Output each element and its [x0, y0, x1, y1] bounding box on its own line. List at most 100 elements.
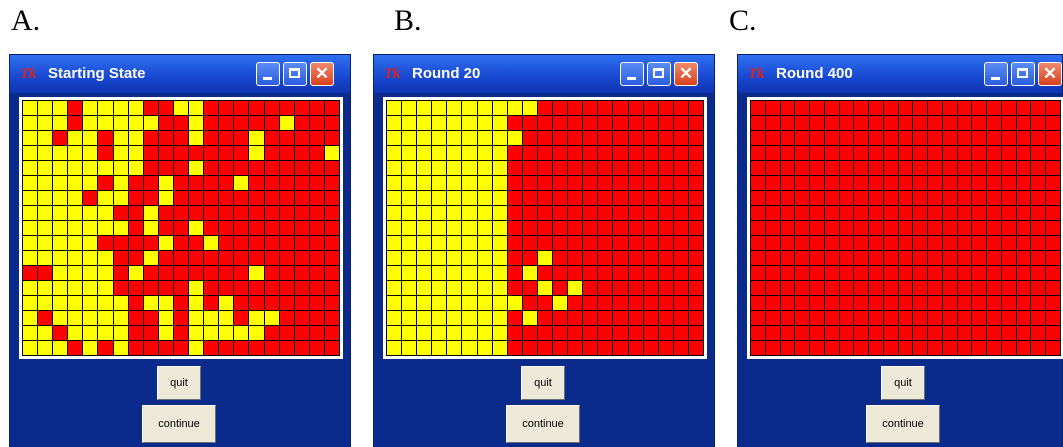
cell-red — [128, 326, 143, 340]
cell-yellow — [477, 131, 492, 145]
cell-yellow — [447, 176, 462, 190]
cell-red — [128, 191, 143, 205]
cell-red — [957, 161, 972, 175]
cell-red — [795, 221, 810, 235]
cell-red — [780, 341, 795, 355]
cell-red — [883, 296, 898, 310]
cell-red — [173, 191, 189, 205]
cell-red — [522, 206, 537, 220]
cell-red — [987, 161, 1001, 175]
cell-yellow — [387, 341, 402, 355]
cell-red — [942, 161, 957, 175]
cell-yellow — [477, 311, 492, 325]
cell-red — [780, 176, 795, 190]
cell-red — [553, 131, 568, 145]
cell-red — [537, 326, 553, 340]
cell-red — [1001, 191, 1016, 205]
cell-red — [507, 191, 522, 205]
cell-yellow — [462, 101, 477, 115]
cell-yellow — [492, 191, 507, 205]
close-button[interactable]: ✕ — [1038, 62, 1062, 86]
cell-red — [987, 176, 1001, 190]
maximize-button[interactable] — [1011, 62, 1035, 86]
minimize-button[interactable] — [620, 62, 644, 86]
cell-red — [1001, 131, 1016, 145]
cell-red — [568, 191, 583, 205]
cell-red — [143, 311, 158, 325]
cell-red — [913, 341, 928, 355]
cell-red — [598, 206, 613, 220]
cell-red — [972, 191, 987, 205]
cell-yellow — [279, 116, 294, 130]
cell-red — [294, 266, 309, 280]
cell-red — [839, 311, 854, 325]
cell-red — [598, 251, 613, 265]
cell-red — [583, 101, 598, 115]
cell-red — [898, 176, 913, 190]
cell-red — [673, 236, 688, 250]
cell-red — [751, 326, 765, 340]
title-bar[interactable]: Tk Round 400 ✕ — [738, 55, 1062, 93]
quit-button[interactable]: quit — [157, 366, 201, 400]
cell-red — [1031, 176, 1046, 190]
cell-yellow — [98, 296, 113, 310]
cell-red — [249, 101, 264, 115]
cell-yellow — [23, 191, 38, 205]
cell-red — [673, 116, 688, 130]
cell-red — [553, 116, 568, 130]
cell-red — [780, 191, 795, 205]
cell-yellow — [189, 326, 204, 340]
cell-red — [795, 251, 810, 265]
close-button[interactable]: ✕ — [674, 62, 698, 86]
title-bar[interactable]: Tk Starting State ✕ — [10, 55, 350, 93]
cell-red — [957, 176, 972, 190]
cell-yellow — [447, 326, 462, 340]
cell-red — [1046, 281, 1060, 295]
minimize-button[interactable] — [256, 62, 280, 86]
maximize-button[interactable] — [647, 62, 671, 86]
title-bar[interactable]: Tk Round 20 ✕ — [374, 55, 714, 93]
cell-yellow — [83, 221, 98, 235]
cell-yellow — [68, 236, 83, 250]
cell-red — [972, 311, 987, 325]
cell-red — [942, 266, 957, 280]
cell-yellow — [23, 296, 38, 310]
cell-red — [204, 251, 219, 265]
cell-red — [987, 326, 1001, 340]
continue-button[interactable]: continue — [142, 405, 216, 443]
cell-red — [173, 221, 189, 235]
cell-yellow — [38, 101, 53, 115]
cell-red — [598, 161, 613, 175]
cell-red — [279, 176, 294, 190]
quit-button[interactable]: quit — [521, 366, 565, 400]
cell-yellow — [477, 221, 492, 235]
cell-red — [688, 191, 703, 205]
maximize-button[interactable] — [283, 62, 307, 86]
cell-yellow — [447, 266, 462, 280]
cell-red — [507, 206, 522, 220]
cell-red — [795, 296, 810, 310]
cell-red — [173, 311, 189, 325]
cell-red — [598, 131, 613, 145]
continue-button[interactable]: continue — [506, 405, 580, 443]
cell-red — [824, 221, 839, 235]
cell-red — [294, 311, 309, 325]
cell-red — [173, 296, 189, 310]
cell-yellow — [387, 296, 402, 310]
cell-red — [537, 146, 553, 160]
cell-red — [234, 221, 249, 235]
cell-red — [158, 161, 173, 175]
cell-red — [234, 206, 249, 220]
close-button[interactable]: ✕ — [310, 62, 334, 86]
minimize-button[interactable] — [984, 62, 1008, 86]
cell-red — [507, 341, 522, 355]
cell-red — [928, 116, 942, 130]
cell-red — [898, 311, 913, 325]
cell-red — [839, 131, 854, 145]
quit-button[interactable]: quit — [881, 366, 925, 400]
cell-red — [987, 146, 1001, 160]
cell-red — [673, 191, 688, 205]
cell-red — [294, 251, 309, 265]
cell-yellow — [68, 311, 83, 325]
continue-button[interactable]: continue — [866, 405, 940, 443]
